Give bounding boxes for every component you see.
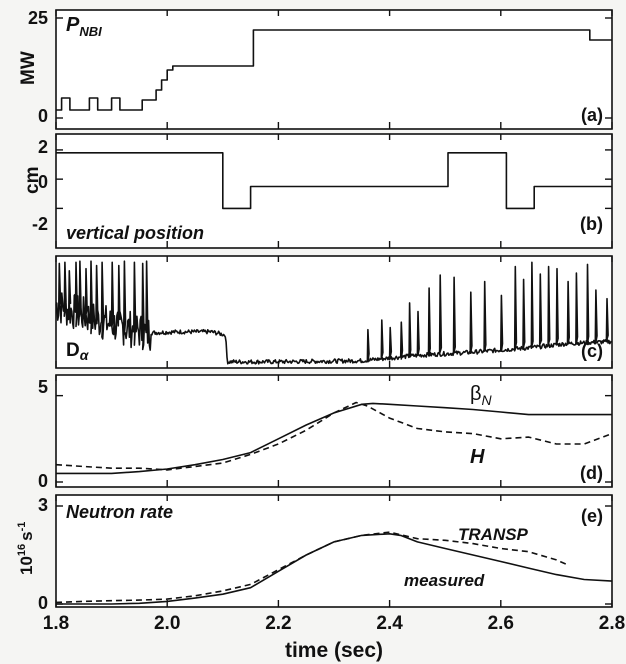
panel-e-frame [55,494,613,608]
x-tick-label-0: 1.8 [43,613,69,634]
panel-c-label: (c) [581,341,603,361]
panel-d-ytick-0: 0 [38,471,48,491]
panel-b-ylabel: cm [22,167,43,194]
panel-e-ylabel: 1016s-1 [16,522,36,575]
x-tick-label-3: 2.4 [376,613,403,634]
panel-c-frame [55,255,613,369]
panel-e-title: Neutron rate [66,502,173,522]
panel-b-ytick-0: 0 [38,172,48,192]
panel-d-h-label: H [470,446,485,468]
panel-d-betan-label: βN [470,383,493,408]
panel-e-ytick-0: 0 [38,593,48,613]
panel-b-label: (b) [580,214,603,234]
panel-a-series-0 [56,29,612,111]
panel-a-ylabel: MW [18,51,39,85]
panel-a-label: (a) [581,105,603,125]
x-tick-label-2: 2.2 [265,613,291,634]
panel-a-frame [55,9,613,130]
panel-a-title: PNBI [66,14,102,39]
panel-d-ytick-5: 5 [38,377,48,397]
x-tick-label-4: 2.6 [488,613,514,634]
x-axis-label: time (sec) [285,639,383,662]
panel-d-series-h [55,401,613,471]
panel-b-ytick-minus2: -2 [32,214,48,234]
panel-e-series-transp [55,531,568,604]
x-tick-label-1: 2.0 [154,613,180,634]
panel-d-frame [55,374,613,488]
panel-c-dalpha-label: Dα [66,340,90,363]
panel-a-ytick-0: 0 [38,106,48,126]
panel-e-ytick-3: 3 [38,495,48,515]
panel-b-annotation: vertical position [66,223,204,243]
panel-e-measured-label: measured [404,571,485,590]
panel-d-label: (d) [580,463,603,483]
panel-e-transp-label: TRANSP [458,525,529,544]
panel-c-series-0 [55,260,613,365]
panel-b-series-0 [56,152,612,210]
panel-a-ytick-25: 25 [28,8,48,28]
panel-b-ytick-2: 2 [38,137,48,157]
panel-e-label: (e) [581,506,603,526]
panel-d-series-- [56,402,612,475]
x-tick-label-5: 2.8 [599,613,625,634]
